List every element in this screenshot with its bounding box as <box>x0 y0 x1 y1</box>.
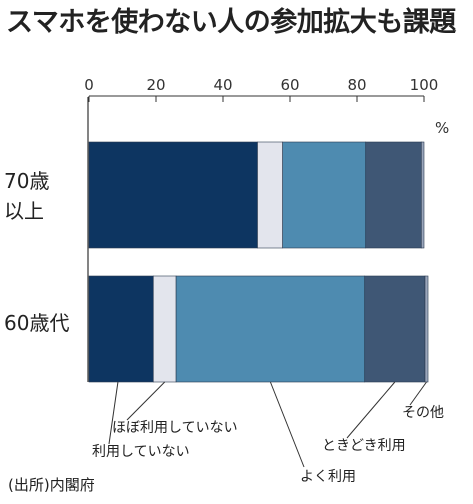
leader-line <box>409 381 427 406</box>
leader-line <box>346 381 396 439</box>
unit-label: % <box>435 119 449 137</box>
leader-line <box>108 381 119 445</box>
bar-segment <box>257 141 283 249</box>
series-label: よく利用 <box>300 469 356 485</box>
bar-segment <box>175 275 366 383</box>
bar-segment <box>365 141 422 249</box>
x-tick-label: 80 <box>347 76 366 94</box>
series-label: その他 <box>402 405 444 421</box>
x-axis-ticks: 0 20 40 60 80 100 <box>84 76 438 102</box>
series-label: ときどき利用 <box>322 438 406 454</box>
bar-segment <box>88 141 258 249</box>
series-label: ほぼ利用していない <box>112 420 238 436</box>
leader-line <box>126 381 166 421</box>
x-tick-label: 20 <box>146 76 165 94</box>
bar-segment <box>364 275 426 383</box>
bar-segment <box>282 141 367 249</box>
x-tick-label: 0 <box>84 76 94 94</box>
category-label: 70歳 <box>4 169 49 193</box>
x-tick-label: 100 <box>410 76 439 94</box>
category-label: 以上 <box>4 199 44 223</box>
bars <box>88 141 429 383</box>
bar-segment <box>153 275 177 383</box>
legend-leaders <box>108 381 427 468</box>
x-tick-label: 40 <box>213 76 232 94</box>
bar-segment <box>88 275 154 383</box>
series-label: 利用していない <box>92 444 190 460</box>
source-note: (出所)内閣府 <box>8 476 95 494</box>
category-label: 60歳代 <box>4 311 69 335</box>
bar-segment <box>421 141 425 249</box>
x-tick-label: 60 <box>280 76 299 94</box>
leader-line <box>269 381 305 468</box>
bar-segment <box>424 275 429 383</box>
chart-title: スマホを使わない人の参加拡大も課題 <box>6 7 456 38</box>
